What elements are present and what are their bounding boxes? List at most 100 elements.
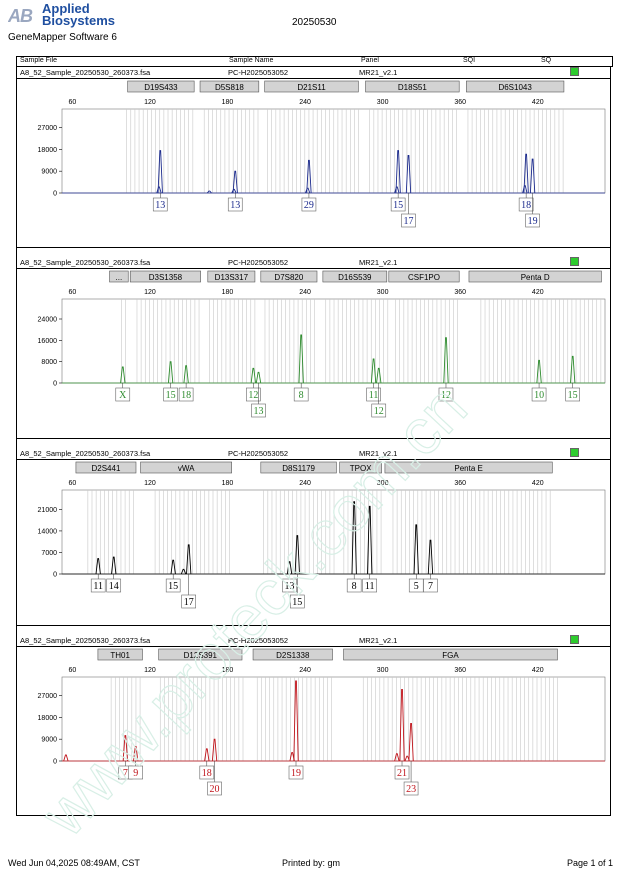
- allele-value: 11: [369, 390, 379, 401]
- allele-label[interactable]: 19: [288, 765, 304, 780]
- locus-box[interactable]: [339, 461, 382, 474]
- locus-fga[interactable]: FGA: [343, 648, 558, 661]
- allele-label[interactable]: 12: [246, 387, 261, 402]
- allele-label[interactable]: 21: [394, 765, 410, 780]
- allele-label[interactable]: 15: [565, 387, 580, 402]
- locus-tpox[interactable]: TPOX: [339, 461, 382, 474]
- locus-box[interactable]: [343, 648, 558, 661]
- peak: [120, 366, 126, 384]
- locus-pentad[interactable]: Penta D: [468, 270, 602, 283]
- allele-label[interactable]: 17: [181, 594, 196, 609]
- allele-label[interactable]: 13: [152, 197, 168, 212]
- locus-box[interactable]: [158, 648, 243, 661]
- locus-label: Penta E: [454, 464, 482, 473]
- peak: [286, 561, 293, 575]
- allele-label[interactable]: 11: [366, 387, 381, 402]
- allele-label[interactable]: 23: [403, 781, 419, 796]
- allele-box: [178, 387, 194, 402]
- locus-d2s1338[interactable]: D2S1338: [252, 648, 333, 661]
- locus-d19s433[interactable]: D19S433: [127, 80, 195, 93]
- peak: [305, 187, 311, 194]
- allele-label[interactable]: 11: [90, 578, 106, 593]
- locus-box[interactable]: [127, 80, 195, 93]
- allele-label[interactable]: 8: [346, 578, 362, 593]
- locus-box[interactable]: [75, 461, 137, 474]
- allele-label[interactable]: 15: [390, 197, 406, 212]
- peak: [522, 185, 528, 194]
- allele-label[interactable]: 29: [301, 197, 317, 212]
- x-tick-label: 240: [299, 99, 311, 106]
- locus-box[interactable]: [264, 80, 359, 93]
- allele-label[interactable]: 19: [525, 213, 540, 228]
- allele-label[interactable]: 5: [408, 578, 424, 593]
- allele-label[interactable]: X: [115, 387, 131, 402]
- allele-label[interactable]: 11: [362, 578, 378, 593]
- allele-label[interactable]: 18: [178, 387, 194, 402]
- locus-box[interactable]: [260, 461, 337, 474]
- locus-d12s391[interactable]: D12S391: [158, 648, 243, 661]
- x-tick-label: 60: [68, 480, 76, 487]
- locus-box[interactable]: [140, 461, 232, 474]
- allele-label[interactable]: 15: [163, 387, 178, 402]
- locus-vwa[interactable]: vWA: [140, 461, 232, 474]
- allele-label[interactable]: 15: [165, 578, 181, 593]
- allele-label[interactable]: 14: [106, 578, 122, 593]
- locus-th01[interactable]: TH01: [97, 648, 143, 661]
- peak: [394, 186, 400, 194]
- y-tick-label: 0: [53, 572, 57, 579]
- allele-label[interactable]: 10: [531, 387, 547, 402]
- locus-box[interactable]: [109, 270, 129, 283]
- allele-label[interactable]: 20: [207, 781, 222, 796]
- locus-d2s441[interactable]: D2S441: [75, 461, 137, 474]
- locus-d16s539[interactable]: D16S539: [322, 270, 388, 283]
- locus-box[interactable]: [365, 80, 460, 93]
- locus-d13s317[interactable]: D13S317: [207, 270, 256, 283]
- allele-label[interactable]: 13: [282, 578, 297, 593]
- allele-box: [403, 781, 419, 796]
- allele-label[interactable]: 9: [128, 765, 143, 780]
- peak: [408, 722, 414, 762]
- locus-box[interactable]: [199, 80, 260, 93]
- locus-box[interactable]: [388, 270, 460, 283]
- locus-d6s1043[interactable]: D6S1043: [466, 80, 565, 93]
- col-sqi: SQI: [463, 57, 476, 64]
- allele-label[interactable]: 17: [401, 213, 416, 228]
- locus-box[interactable]: [129, 270, 201, 283]
- locus-box[interactable]: [384, 461, 553, 474]
- allele-label[interactable]: 12: [438, 387, 454, 402]
- locus-box[interactable]: [260, 270, 318, 283]
- x-tick-label: 360: [454, 667, 466, 674]
- locus-d3s1358[interactable]: D3S1358: [129, 270, 201, 283]
- allele-label[interactable]: 12: [371, 403, 387, 418]
- allele-value: 5: [414, 581, 419, 592]
- peak: [399, 689, 405, 762]
- locus-box[interactable]: [468, 270, 602, 283]
- locus-box[interactable]: [252, 648, 333, 661]
- allele-label[interactable]: 8: [293, 387, 309, 402]
- locus-label: TH01: [110, 651, 130, 660]
- allele-label[interactable]: 15: [289, 594, 305, 609]
- allele-box: [525, 213, 540, 228]
- allele-box: [362, 578, 378, 593]
- locus-label: D21S11: [297, 83, 326, 92]
- locus-box[interactable]: [322, 270, 388, 283]
- locus-[interactable]: ...: [109, 270, 129, 283]
- allele-label[interactable]: 18: [518, 197, 534, 212]
- locus-d21s11[interactable]: D21S11: [264, 80, 359, 93]
- locus-box[interactable]: [207, 270, 256, 283]
- locus-d7s820[interactable]: D7S820: [260, 270, 318, 283]
- allele-label[interactable]: 13: [251, 403, 266, 418]
- locus-csf1po[interactable]: CSF1PO: [388, 270, 460, 283]
- allele-label[interactable]: 13: [227, 197, 243, 212]
- locus-box[interactable]: [466, 80, 565, 93]
- locus-d8s1179[interactable]: D8S1179: [260, 461, 337, 474]
- locus-pentae[interactable]: Penta E: [384, 461, 553, 474]
- allele-value: 15: [168, 581, 178, 592]
- allele-label[interactable]: 18: [199, 765, 215, 780]
- locus-d5s818[interactable]: D5S818: [199, 80, 260, 93]
- allele-label[interactable]: 7: [423, 578, 438, 593]
- plot-area: [61, 489, 606, 575]
- allele-box: [394, 765, 410, 780]
- locus-box[interactable]: [97, 648, 143, 661]
- locus-d18s51[interactable]: D18S51: [365, 80, 460, 93]
